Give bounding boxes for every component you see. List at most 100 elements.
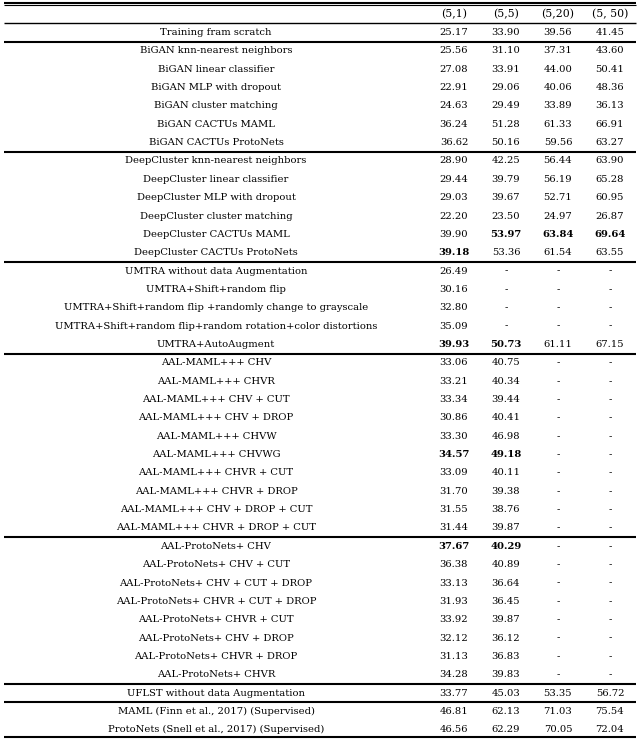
Text: -: -: [556, 468, 560, 477]
Text: 36.83: 36.83: [492, 652, 520, 661]
Text: -: -: [608, 413, 612, 422]
Text: 31.10: 31.10: [492, 47, 520, 56]
Text: -: -: [608, 432, 612, 441]
Text: 38.76: 38.76: [492, 505, 520, 514]
Text: 40.41: 40.41: [492, 413, 520, 422]
Text: 63.84: 63.84: [542, 230, 573, 239]
Text: -: -: [504, 285, 508, 294]
Text: BiGAN linear classifier: BiGAN linear classifier: [157, 64, 275, 73]
Text: 32.12: 32.12: [440, 634, 468, 642]
Text: 29.44: 29.44: [440, 175, 468, 184]
Text: 29.49: 29.49: [492, 102, 520, 110]
Text: 24.63: 24.63: [440, 102, 468, 110]
Text: -: -: [608, 322, 612, 330]
Text: AAL-ProtoNets+ CHV + DROP: AAL-ProtoNets+ CHV + DROP: [138, 634, 294, 642]
Text: AAL-MAML+++ CHV + DROP + CUT: AAL-MAML+++ CHV + DROP + CUT: [120, 505, 312, 514]
Text: -: -: [556, 597, 560, 606]
Text: -: -: [608, 487, 612, 496]
Text: (5,20): (5,20): [541, 9, 575, 19]
Text: 31.13: 31.13: [440, 652, 468, 661]
Text: -: -: [556, 505, 560, 514]
Text: -: -: [556, 303, 560, 312]
Text: 39.79: 39.79: [492, 175, 520, 184]
Text: 30.86: 30.86: [440, 413, 468, 422]
Text: -: -: [608, 450, 612, 459]
Text: -: -: [556, 487, 560, 496]
Text: -: -: [556, 542, 560, 551]
Text: -: -: [608, 285, 612, 294]
Text: (5,5): (5,5): [493, 9, 519, 19]
Text: 60.95: 60.95: [596, 193, 624, 202]
Text: 46.81: 46.81: [440, 707, 468, 716]
Text: -: -: [556, 395, 560, 404]
Text: 45.03: 45.03: [492, 688, 520, 697]
Text: 37.67: 37.67: [438, 542, 470, 551]
Text: 29.06: 29.06: [492, 83, 520, 92]
Text: BiGAN CACTUs MAML: BiGAN CACTUs MAML: [157, 120, 275, 129]
Text: 26.49: 26.49: [440, 267, 468, 276]
Text: UMTRA+AutoAugment: UMTRA+AutoAugment: [157, 340, 275, 349]
Text: 69.64: 69.64: [595, 230, 626, 239]
Text: (5,1): (5,1): [441, 9, 467, 19]
Text: 39.18: 39.18: [438, 248, 470, 257]
Text: AAL-MAML+++ CHVR: AAL-MAML+++ CHVR: [157, 376, 275, 385]
Text: Training fram scratch: Training fram scratch: [160, 28, 272, 37]
Text: 33.06: 33.06: [440, 359, 468, 368]
Text: 33.13: 33.13: [440, 579, 468, 588]
Text: 53.35: 53.35: [544, 688, 572, 697]
Text: 40.06: 40.06: [544, 83, 572, 92]
Text: BiGAN CACTUs ProtoNets: BiGAN CACTUs ProtoNets: [148, 138, 284, 147]
Text: 22.20: 22.20: [440, 211, 468, 221]
Text: 65.28: 65.28: [596, 175, 624, 184]
Text: 46.98: 46.98: [492, 432, 520, 441]
Text: AAL-ProtoNets+ CHVR + DROP: AAL-ProtoNets+ CHVR + DROP: [134, 652, 298, 661]
Text: 33.92: 33.92: [440, 615, 468, 624]
Text: -: -: [504, 267, 508, 276]
Text: -: -: [608, 634, 612, 642]
Text: 61.54: 61.54: [543, 248, 572, 257]
Text: 51.28: 51.28: [492, 120, 520, 129]
Text: -: -: [608, 468, 612, 477]
Text: 53.97: 53.97: [490, 230, 522, 239]
Text: 34.57: 34.57: [438, 450, 470, 459]
Text: -: -: [556, 359, 560, 368]
Text: 36.12: 36.12: [492, 634, 520, 642]
Text: -: -: [556, 634, 560, 642]
Text: -: -: [556, 267, 560, 276]
Text: -: -: [556, 376, 560, 385]
Text: 34.28: 34.28: [440, 671, 468, 679]
Text: 33.90: 33.90: [492, 28, 520, 37]
Text: 23.50: 23.50: [492, 211, 520, 221]
Text: -: -: [556, 579, 560, 588]
Text: 27.08: 27.08: [440, 64, 468, 73]
Text: AAL-MAML+++ CHV + DROP: AAL-MAML+++ CHV + DROP: [138, 413, 294, 422]
Text: AAL-MAML+++ CHVR + CUT: AAL-MAML+++ CHVR + CUT: [138, 468, 294, 477]
Text: 48.36: 48.36: [596, 83, 624, 92]
Text: 22.91: 22.91: [440, 83, 468, 92]
Text: MAML (Finn et al., 2017) (Supervised): MAML (Finn et al., 2017) (Supervised): [118, 707, 314, 716]
Text: 39.56: 39.56: [544, 28, 572, 37]
Text: BiGAN cluster matching: BiGAN cluster matching: [154, 102, 278, 110]
Text: -: -: [608, 523, 612, 533]
Text: 39.87: 39.87: [492, 615, 520, 624]
Text: 72.04: 72.04: [596, 725, 625, 734]
Text: 39.44: 39.44: [492, 395, 520, 404]
Text: 40.11: 40.11: [492, 468, 520, 477]
Text: -: -: [608, 505, 612, 514]
Text: -: -: [608, 376, 612, 385]
Text: 40.75: 40.75: [492, 359, 520, 368]
Text: 43.60: 43.60: [596, 47, 624, 56]
Text: 31.70: 31.70: [440, 487, 468, 496]
Text: AAL-ProtoNets+ CHV + CUT + DROP: AAL-ProtoNets+ CHV + CUT + DROP: [120, 579, 312, 588]
Text: 62.29: 62.29: [492, 725, 520, 734]
Text: 37.31: 37.31: [543, 47, 572, 56]
Text: 66.91: 66.91: [596, 120, 624, 129]
Text: -: -: [504, 303, 508, 312]
Text: (5, 50): (5, 50): [592, 9, 628, 19]
Text: -: -: [608, 395, 612, 404]
Text: 39.87: 39.87: [492, 523, 520, 533]
Text: AAL-MAML+++ CHVR + DROP: AAL-MAML+++ CHVR + DROP: [134, 487, 298, 496]
Text: 50.73: 50.73: [490, 340, 522, 349]
Text: 35.09: 35.09: [440, 322, 468, 330]
Text: 36.45: 36.45: [492, 597, 520, 606]
